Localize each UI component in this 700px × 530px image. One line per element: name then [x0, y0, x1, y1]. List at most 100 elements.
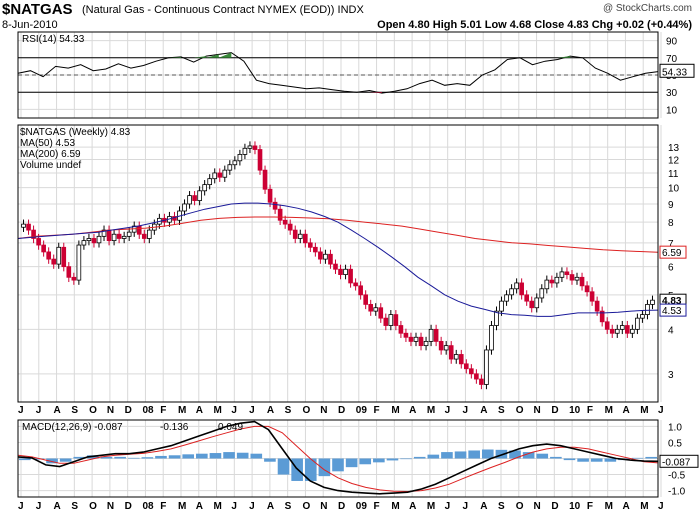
price-y-tick: 9: [668, 200, 674, 211]
macd-x-tick: M: [605, 501, 613, 512]
macd-histogram-bar: [155, 455, 167, 459]
macd-x-tick: A: [54, 501, 61, 512]
macd-x-tick: A: [409, 501, 416, 512]
price-candle: [463, 363, 469, 370]
macd-legend-entry: -0.136: [160, 422, 189, 433]
macd-histogram-bar: [604, 458, 617, 462]
macd-x-tick: J: [18, 501, 24, 512]
price-legend-entry: MA(200) 6.59: [20, 149, 81, 160]
price-candle: [318, 251, 323, 260]
price-candle: [61, 246, 67, 268]
macd-value-tag: [659, 454, 699, 468]
price-x-tick: M: [178, 405, 186, 416]
price-candle: [378, 307, 384, 319]
price-candle: [141, 233, 147, 239]
price-candle: [489, 325, 494, 351]
price-candle: [564, 271, 570, 275]
price-candle: [192, 195, 197, 201]
price-candle: [227, 164, 233, 171]
chart-symbol: $NATGAS: [2, 1, 73, 18]
price-candle: [594, 300, 600, 312]
price-candle: [292, 229, 298, 239]
price-candle: [428, 328, 434, 342]
price-value-label: 4.53: [662, 306, 682, 317]
price-candle: [474, 373, 479, 380]
price-x-tick: J: [36, 405, 42, 416]
macd-histogram-bar: [182, 454, 195, 459]
price-candle: [539, 288, 545, 299]
price-x-tick: M: [427, 405, 435, 416]
macd-x-tick: M: [427, 501, 435, 512]
rsi-y-tick: 10: [666, 105, 678, 116]
price-candle: [136, 225, 142, 235]
price-candle: [66, 266, 72, 278]
price-candle: [282, 219, 288, 225]
price-candle: [443, 345, 449, 351]
rsi-overbought-fill: [218, 52, 232, 58]
price-value-tag: [659, 303, 687, 317]
price-candle: [297, 233, 303, 239]
price-candle: [408, 336, 414, 342]
price-candle: [388, 314, 394, 326]
macd-histogram-bar: [236, 452, 249, 459]
macd-histogram-bar: [59, 458, 72, 462]
price-x-tick: J: [249, 405, 255, 416]
price-candle: [197, 190, 202, 201]
price-candle: [126, 231, 132, 237]
price-candle: [559, 271, 565, 278]
price-value-tag: [659, 245, 687, 259]
macd-histogram-bar: [46, 458, 58, 464]
price-x-tick: 08: [142, 405, 154, 416]
macd-histogram-bar: [550, 456, 562, 459]
price-value-label: 6.59: [662, 248, 682, 259]
price-candle: [549, 279, 555, 284]
price-candle: [348, 268, 353, 284]
macd-histogram-bar: [345, 458, 358, 468]
macd-x-tick: O: [89, 501, 97, 512]
price-legend-entry: $NATGAS (Weekly) 4.83: [20, 127, 131, 138]
price-candle: [56, 246, 62, 265]
price-candle: [212, 172, 218, 180]
macd-x-tick: N: [320, 501, 327, 512]
macd-x-tick: J: [462, 501, 468, 512]
rsi-y-tick: 30: [666, 88, 678, 99]
macd-histogram-bar: [386, 458, 399, 461]
macd-histogram-bar: [141, 457, 154, 459]
price-candle: [328, 253, 333, 265]
price-candle: [302, 233, 308, 244]
price-candle: [202, 184, 207, 192]
price-candle: [51, 258, 57, 265]
macd-x-tick: D: [338, 501, 345, 512]
price-candle: [609, 328, 615, 334]
price-x-tick: D: [551, 405, 558, 416]
price-candle: [453, 354, 459, 360]
price-x-tick: J: [445, 405, 451, 416]
price-candle: [363, 294, 368, 305]
macd-histogram-bar: [318, 458, 331, 477]
price-candle: [207, 178, 213, 186]
price-candle: [479, 378, 484, 385]
price-x-tick: A: [267, 405, 274, 416]
price-x-tick: O: [516, 405, 524, 416]
price-x-tick: 10: [569, 405, 581, 416]
macd-x-tick: S: [285, 501, 292, 512]
macd-x-tick: A: [196, 501, 203, 512]
price-candle: [469, 368, 474, 375]
macd-histogram-bar: [454, 451, 467, 459]
macd-x-tick: 09: [356, 501, 368, 512]
macd-x-tick: D: [551, 501, 558, 512]
price-y-tick: 8: [668, 218, 674, 229]
macd-histogram-bar: [196, 453, 208, 459]
price-candle: [619, 325, 625, 330]
price-candle: [247, 145, 253, 149]
macd-x-tick: F: [374, 501, 380, 512]
macd-histogram-bar: [427, 454, 440, 459]
price-x-tick: A: [622, 405, 629, 416]
macd-histogram-bar: [73, 456, 86, 459]
price-candle: [217, 172, 223, 178]
price-x-tick: S: [498, 405, 505, 416]
price-candle: [383, 317, 389, 326]
macd-histogram-bar: [481, 449, 494, 459]
price-candle: [71, 276, 77, 281]
ma200-line: [17, 216, 659, 253]
